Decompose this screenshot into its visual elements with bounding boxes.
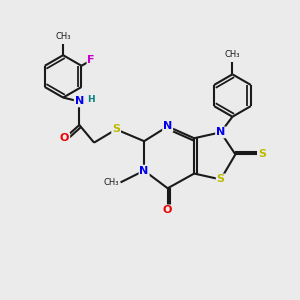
Text: S: S [112, 124, 120, 134]
Text: CH₃: CH₃ [56, 32, 71, 41]
Text: O: O [163, 206, 172, 215]
Text: S: S [217, 174, 225, 184]
Text: N: N [216, 127, 225, 137]
Text: H: H [88, 95, 95, 104]
Text: N: N [75, 96, 84, 106]
Text: N: N [140, 166, 149, 176]
Text: O: O [60, 133, 69, 143]
Text: CH₃: CH₃ [225, 50, 240, 59]
Text: S: S [258, 149, 266, 159]
Text: CH₃: CH₃ [103, 178, 119, 187]
Text: N: N [163, 122, 172, 131]
Text: F: F [87, 55, 95, 65]
